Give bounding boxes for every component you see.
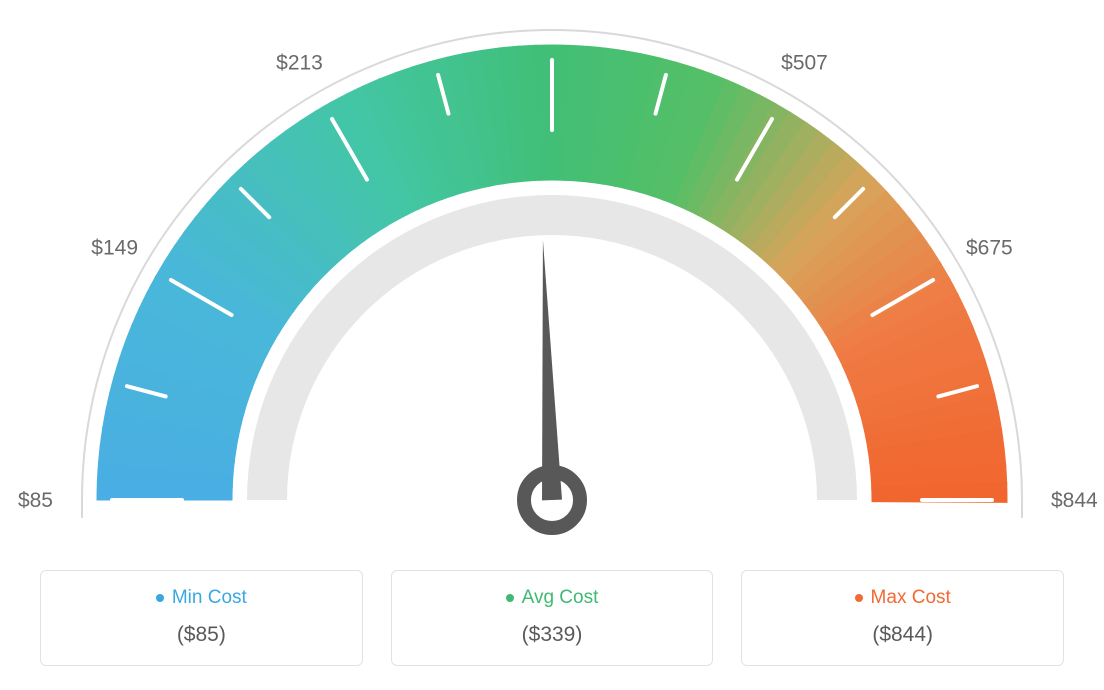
- legend-card-max: Max Cost ($844): [741, 570, 1064, 666]
- legend-dot-icon: [855, 594, 863, 602]
- legend-value-min: ($85): [51, 623, 352, 647]
- legend-label-max: Max Cost: [855, 587, 951, 609]
- legend-label-text: Max Cost: [871, 587, 951, 609]
- legend-label-avg: Avg Cost: [506, 587, 599, 609]
- gauge-container: $85 $149 $213 $339 $507 $675 $844: [0, 0, 1104, 560]
- svg-text:$844: $844: [1051, 489, 1098, 512]
- legend-label-text: Avg Cost: [522, 587, 599, 609]
- svg-text:$339: $339: [529, 0, 576, 3]
- legend-label-text: Min Cost: [172, 587, 247, 609]
- legend-value-avg: ($339): [402, 623, 703, 647]
- svg-text:$213: $213: [276, 52, 323, 75]
- svg-text:$85: $85: [18, 489, 53, 512]
- gauge-chart: $85 $149 $213 $339 $507 $675 $844: [0, 0, 1104, 560]
- legend-dot-icon: [506, 594, 514, 602]
- legend-card-avg: Avg Cost ($339): [391, 570, 714, 666]
- legend-label-min: Min Cost: [156, 587, 247, 609]
- svg-text:$507: $507: [781, 52, 828, 75]
- legend-card-min: Min Cost ($85): [40, 570, 363, 666]
- legend-row: Min Cost ($85) Avg Cost ($339) Max Cost …: [0, 570, 1104, 666]
- svg-text:$149: $149: [91, 237, 138, 260]
- svg-text:$675: $675: [966, 237, 1013, 260]
- legend-dot-icon: [156, 594, 164, 602]
- legend-value-max: ($844): [752, 623, 1053, 647]
